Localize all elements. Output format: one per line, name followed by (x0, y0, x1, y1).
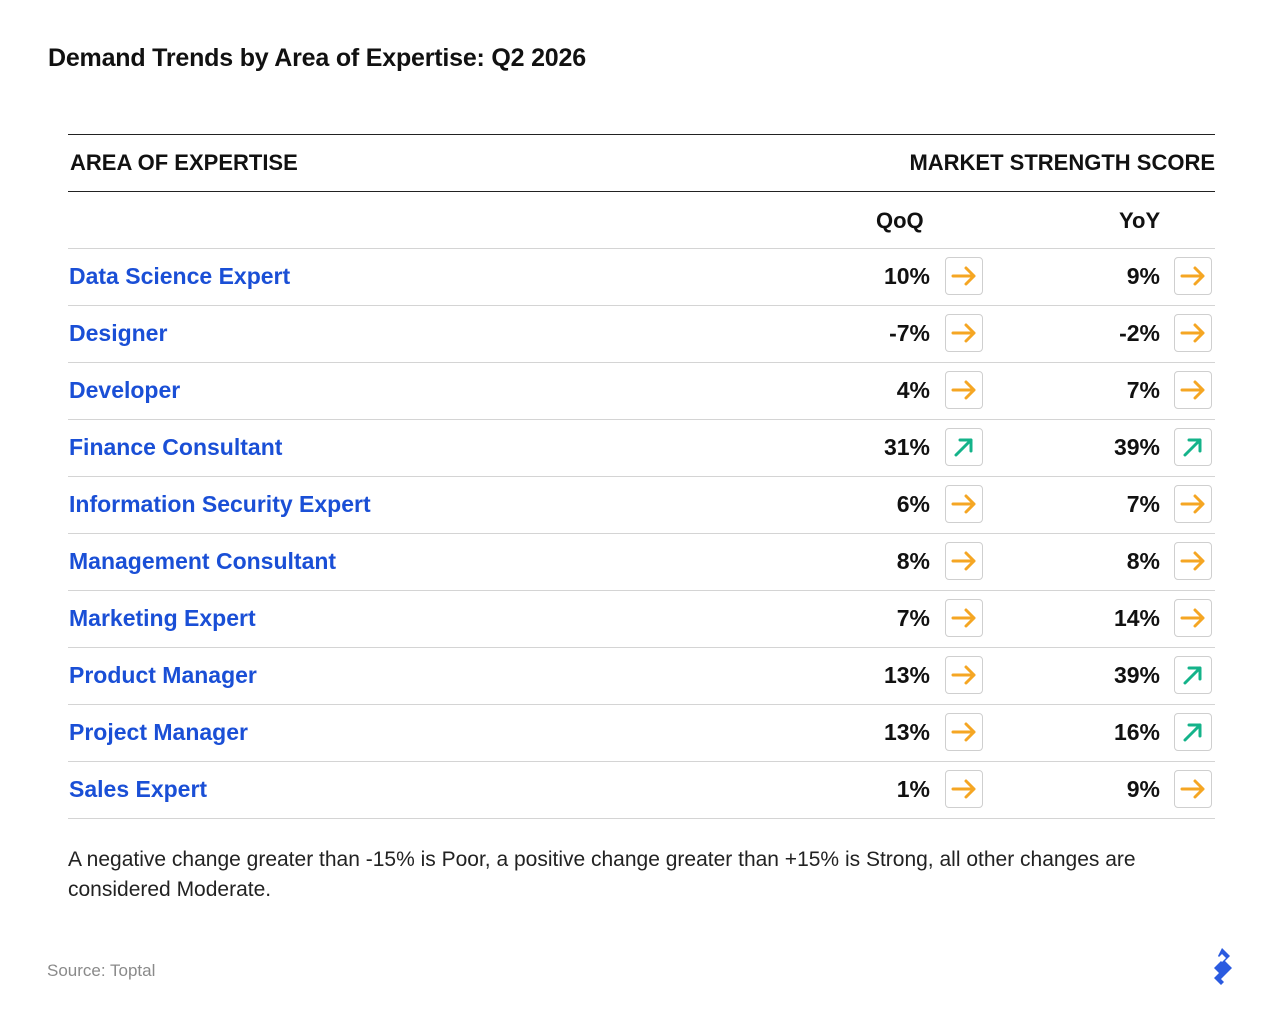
table-row: Management Consultant 8% 8% (68, 534, 1215, 591)
column-header-yoy: YoY (1119, 208, 1161, 233)
column-header-qoq: QoQ (876, 208, 924, 233)
qoq-value: 13% (883, 662, 930, 688)
column-header-area: AREA OF EXPERTISE (70, 150, 298, 175)
area-link[interactable]: Information Security Expert (69, 491, 371, 517)
arrow-up-right-icon (1174, 428, 1212, 466)
yoy-value: 7% (1126, 491, 1160, 517)
arrow-right-icon (1174, 770, 1212, 808)
yoy-value: -2% (1119, 320, 1160, 346)
table-subheader: QoQ YoY (68, 192, 1215, 249)
arrow-right-icon (1174, 314, 1212, 352)
table-row: Data Science Expert 10% 9% (68, 249, 1215, 306)
arrow-right-icon (1174, 542, 1212, 580)
qoq-value: 31% (883, 434, 930, 460)
table-row: Finance Consultant 31% 39% (68, 420, 1215, 477)
arrow-right-icon (945, 713, 983, 751)
arrow-right-icon (945, 371, 983, 409)
source-credit: Source: Toptal (47, 961, 156, 980)
qoq-value: 1% (896, 776, 930, 802)
arrow-up-right-icon (945, 428, 983, 466)
area-link[interactable]: Data Science Expert (69, 263, 291, 289)
arrow-right-icon (945, 485, 983, 523)
page-title: Demand Trends by Area of Expertise: Q2 2… (48, 44, 586, 72)
qoq-value: 8% (896, 548, 930, 574)
qoq-value: -7% (889, 320, 930, 346)
area-link[interactable]: Product Manager (69, 662, 257, 688)
table-row: Product Manager 13% 39% (68, 648, 1215, 705)
table-row: Information Security Expert 6% 7% (68, 477, 1215, 534)
table-row: Developer 4% 7% (68, 363, 1215, 420)
arrow-right-icon (945, 599, 983, 637)
arrow-right-icon (1174, 485, 1212, 523)
qoq-value: 13% (883, 719, 930, 745)
yoy-value: 9% (1126, 263, 1160, 289)
table-row: Project Manager 13% 16% (68, 705, 1215, 762)
arrow-right-icon (945, 770, 983, 808)
arrow-right-icon (1174, 371, 1212, 409)
yoy-value: 39% (1113, 662, 1160, 688)
yoy-value: 39% (1113, 434, 1160, 460)
arrow-right-icon (1174, 599, 1212, 637)
area-link[interactable]: Project Manager (69, 719, 248, 745)
arrow-up-right-icon (1174, 656, 1212, 694)
arrow-right-icon (945, 257, 983, 295)
table-header: AREA OF EXPERTISE MARKET STRENGTH SCORE (68, 134, 1215, 192)
area-link[interactable]: Finance Consultant (69, 434, 283, 460)
yoy-value: 14% (1113, 605, 1160, 631)
demand-trends-table: AREA OF EXPERTISE MARKET STRENGTH SCORE … (68, 134, 1215, 819)
toptal-logo (1214, 948, 1232, 985)
table-row: Marketing Expert 7% 14% (68, 591, 1215, 648)
yoy-value: 8% (1126, 548, 1160, 574)
arrow-right-icon (945, 314, 983, 352)
area-link[interactable]: Management Consultant (69, 548, 337, 574)
area-link[interactable]: Developer (69, 377, 181, 403)
arrow-right-icon (945, 542, 983, 580)
arrow-right-icon (1174, 257, 1212, 295)
qoq-value: 7% (896, 605, 930, 631)
table-row: Designer -7% -2% (68, 306, 1215, 363)
qoq-value: 10% (883, 263, 930, 289)
table-row: Sales Expert 1% 9% (68, 762, 1215, 819)
area-link[interactable]: Sales Expert (69, 776, 208, 802)
column-header-market-strength: MARKET STRENGTH SCORE (909, 150, 1215, 175)
table-body: Data Science Expert 10% 9% Designer -7% -2% De… (68, 249, 1215, 819)
yoy-value: 9% (1126, 776, 1160, 802)
arrow-right-icon (945, 656, 983, 694)
yoy-value: 7% (1126, 377, 1160, 403)
qoq-value: 4% (896, 377, 930, 403)
legend-note: A negative change greater than -15% is P… (68, 848, 1136, 901)
area-link[interactable]: Designer (69, 320, 168, 346)
area-link[interactable]: Marketing Expert (69, 605, 256, 631)
arrow-up-right-icon (1174, 713, 1212, 751)
yoy-value: 16% (1113, 719, 1160, 745)
qoq-value: 6% (896, 491, 930, 517)
